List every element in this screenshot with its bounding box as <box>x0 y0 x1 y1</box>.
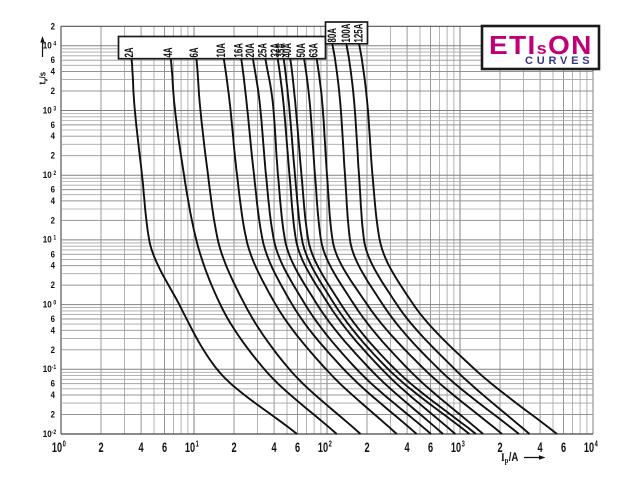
svg-text:6: 6 <box>51 313 56 324</box>
svg-text:63A: 63A <box>308 42 321 57</box>
svg-text:1: 1 <box>53 235 56 241</box>
svg-text:4: 4 <box>272 441 278 455</box>
svg-text:t: t <box>37 82 48 85</box>
svg-text:2: 2 <box>51 409 56 420</box>
svg-text:6: 6 <box>51 249 56 260</box>
svg-text:2: 2 <box>98 441 103 455</box>
svg-text:35A: 35A <box>275 42 288 57</box>
svg-text:4: 4 <box>53 41 57 47</box>
svg-text:4: 4 <box>51 260 56 271</box>
svg-text:2: 2 <box>51 21 56 32</box>
svg-text:Ip/A: Ip/A <box>501 451 519 465</box>
svg-text:4: 4 <box>139 441 145 455</box>
svg-text:125A: 125A <box>353 23 366 42</box>
svg-text:4: 4 <box>51 195 56 206</box>
svg-text:10: 10 <box>43 105 52 116</box>
svg-text:2: 2 <box>51 150 56 161</box>
svg-text:6A: 6A <box>188 47 201 58</box>
svg-text:10: 10 <box>43 169 52 180</box>
svg-text:4: 4 <box>51 66 56 77</box>
svg-text:40A: 40A <box>282 42 295 57</box>
svg-text:4: 4 <box>595 438 598 449</box>
svg-text:10: 10 <box>43 299 52 310</box>
svg-text:/s: /s <box>37 72 48 79</box>
svg-text:2A: 2A <box>123 47 136 58</box>
svg-text:3: 3 <box>462 438 465 449</box>
svg-text:6: 6 <box>51 184 56 195</box>
svg-text:50A: 50A <box>296 42 309 57</box>
svg-text:2: 2 <box>329 438 332 449</box>
svg-text:6: 6 <box>51 378 56 389</box>
svg-text:4: 4 <box>538 441 544 455</box>
svg-text:-1: -1 <box>52 365 57 371</box>
svg-text:25A: 25A <box>257 42 270 57</box>
svg-text:2: 2 <box>364 441 369 455</box>
svg-text:4: 4 <box>51 131 56 142</box>
svg-text:20A: 20A <box>245 42 258 57</box>
svg-text:32A: 32A <box>269 42 282 57</box>
svg-text:100A: 100A <box>340 23 353 42</box>
svg-text:10: 10 <box>451 441 461 455</box>
svg-text:6: 6 <box>51 55 56 66</box>
svg-text:10: 10 <box>52 441 62 455</box>
svg-text:80A: 80A <box>326 27 339 42</box>
svg-text:2: 2 <box>51 344 56 355</box>
svg-text:10: 10 <box>43 234 52 245</box>
svg-text:10: 10 <box>43 40 52 51</box>
svg-text:2: 2 <box>51 279 56 290</box>
svg-text:4: 4 <box>405 441 411 455</box>
svg-text:6: 6 <box>162 441 167 455</box>
svg-text:2: 2 <box>51 85 56 96</box>
svg-text:10: 10 <box>185 441 195 455</box>
svg-text:2: 2 <box>231 441 236 455</box>
svg-text:4: 4 <box>51 389 56 400</box>
svg-text:2: 2 <box>497 441 502 455</box>
svg-text:4: 4 <box>51 325 56 336</box>
svg-text:10: 10 <box>43 428 52 439</box>
svg-text:6: 6 <box>295 441 300 455</box>
svg-text:0: 0 <box>53 300 56 306</box>
svg-text:10: 10 <box>318 441 328 455</box>
svg-text:4A: 4A <box>163 47 176 58</box>
svg-text:16A: 16A <box>233 42 246 57</box>
svg-text:2: 2 <box>53 171 56 177</box>
svg-text:3: 3 <box>53 106 56 112</box>
svg-text:2: 2 <box>51 215 56 226</box>
svg-text:-2: -2 <box>52 429 57 435</box>
svg-text:6: 6 <box>561 441 566 455</box>
svg-text:10: 10 <box>584 441 594 455</box>
svg-text:6: 6 <box>428 441 433 455</box>
svg-text:0: 0 <box>63 438 66 449</box>
svg-text:10A: 10A <box>216 42 229 57</box>
svg-text:6: 6 <box>51 119 56 130</box>
svg-text:CURVES: CURVES <box>525 55 593 67</box>
svg-text:1: 1 <box>196 438 199 449</box>
svg-text:10: 10 <box>43 363 52 374</box>
svg-text:v: v <box>42 78 50 82</box>
